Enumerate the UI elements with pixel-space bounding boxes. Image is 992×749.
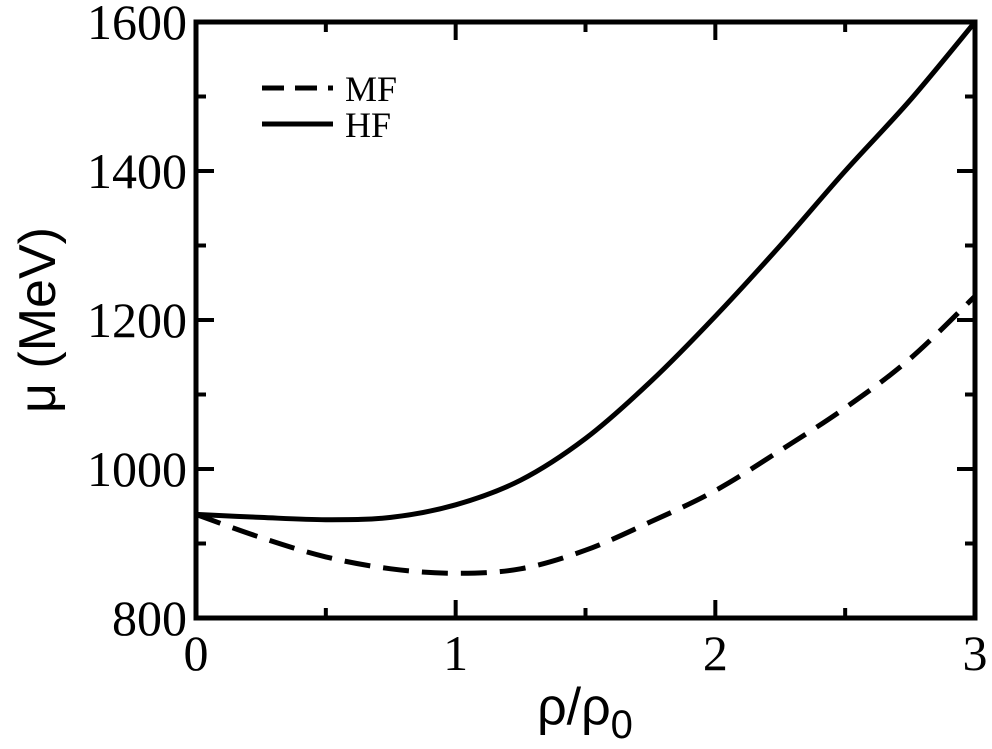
series-group bbox=[195, 20, 977, 576]
tick-labels: 0 1 2 3 800 1000 1200 1400 1600 bbox=[87, 0, 988, 681]
y-tick-label: 1600 bbox=[87, 0, 187, 50]
x-tick-label: 1 bbox=[443, 625, 468, 681]
axis-ticks bbox=[194, 20, 977, 620]
x-tick-label: 3 bbox=[963, 625, 988, 681]
legend: MF HF bbox=[262, 69, 397, 145]
series-line-mf bbox=[195, 294, 977, 576]
x-tick-label: 2 bbox=[703, 625, 728, 681]
y-tick-label: 800 bbox=[112, 590, 187, 646]
legend-label-mf: MF bbox=[345, 69, 397, 109]
series-line-hf bbox=[195, 20, 977, 523]
y-tick-label: 1200 bbox=[87, 292, 187, 348]
x-axis-label-subscript: 0 bbox=[611, 703, 633, 747]
x-tick-label: 0 bbox=[184, 625, 209, 681]
x-axis-label: ρ/ρ0 bbox=[537, 678, 633, 747]
legend-label-hf: HF bbox=[345, 105, 391, 145]
plot-frame bbox=[193, 19, 978, 621]
y-tick-label: 1000 bbox=[87, 441, 187, 497]
x-axis-label-main: ρ/ρ bbox=[537, 678, 611, 736]
y-axis-label: μ (MeV) bbox=[9, 227, 67, 413]
y-tick-label: 1400 bbox=[87, 143, 187, 199]
